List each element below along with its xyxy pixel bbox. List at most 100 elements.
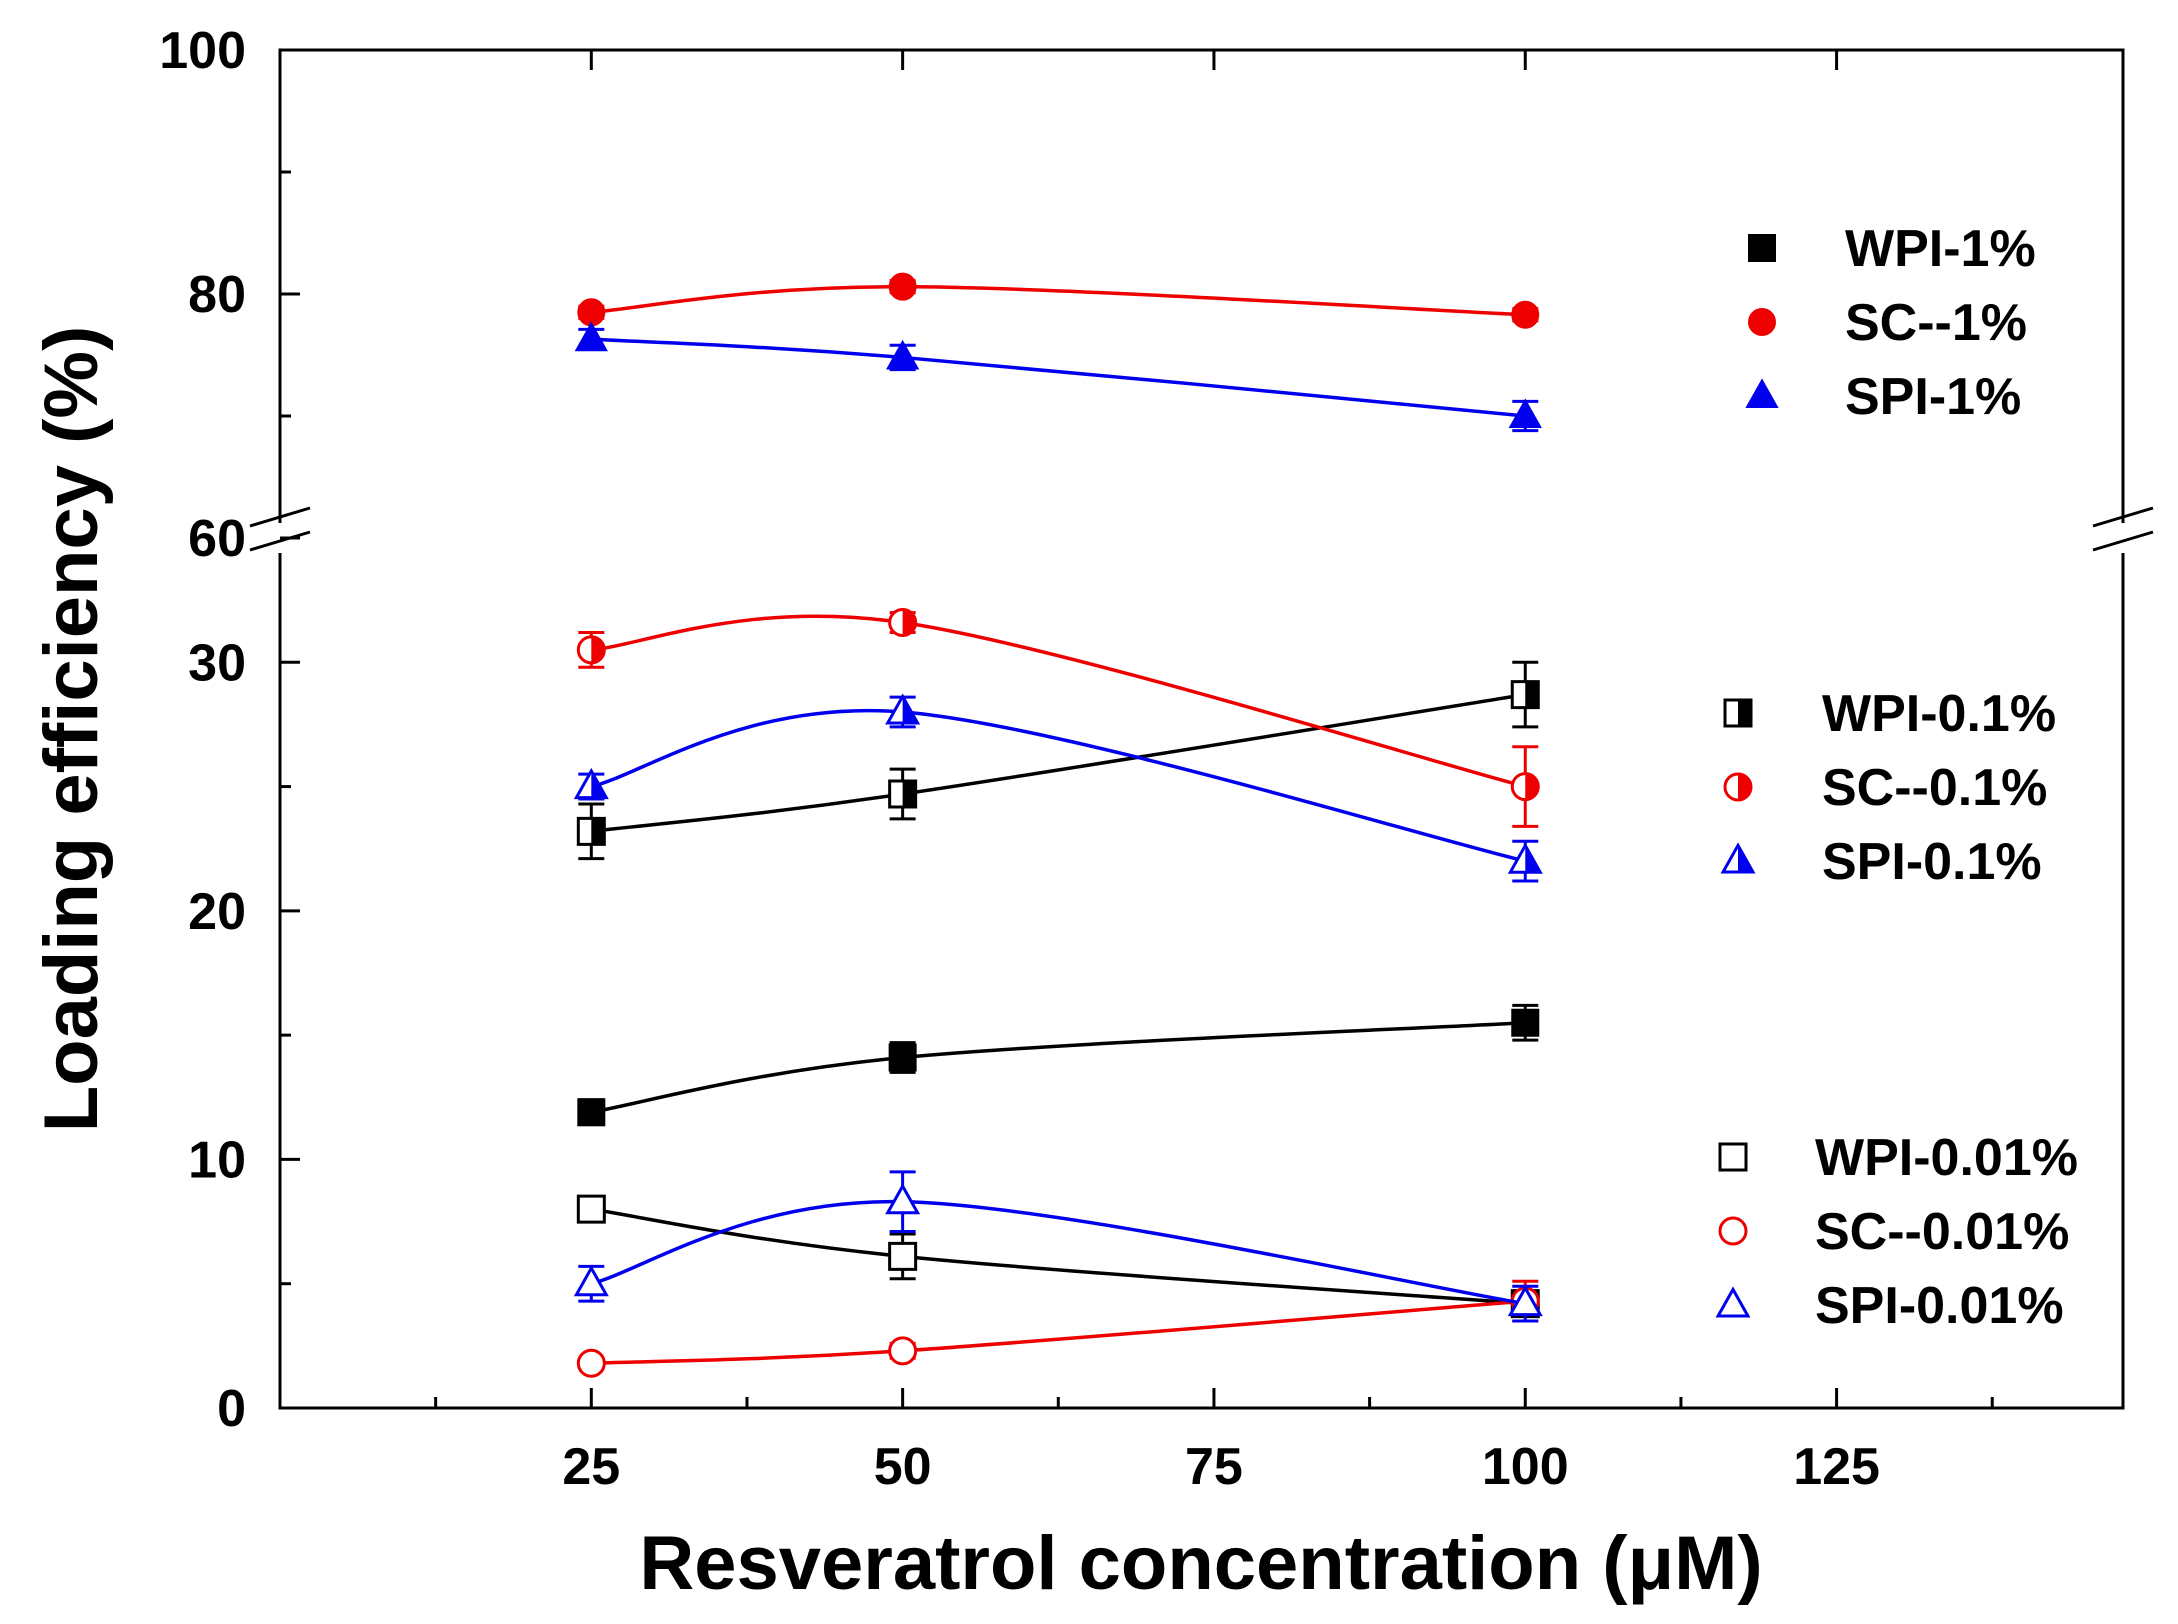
- x-tick-label: 125: [1793, 1438, 1880, 1496]
- data-point: [888, 779, 918, 809]
- marker-half-fill: [902, 609, 916, 636]
- marker-body: [1748, 308, 1777, 336]
- data-point: [576, 1348, 606, 1378]
- marker-body: [1718, 1216, 1748, 1246]
- legend-label: SPI-0.01%: [1815, 1277, 2064, 1335]
- marker-body: [574, 321, 608, 352]
- marker-body: [888, 1043, 917, 1072]
- data-point: [1507, 1284, 1543, 1317]
- data-point: [888, 1241, 918, 1271]
- data-point: [888, 608, 918, 638]
- marker-half-fill: [591, 636, 605, 663]
- data-point: [1508, 398, 1542, 429]
- x-axis-ticks: 25 50 75 100 125: [434, 50, 1994, 1496]
- series-spi-0-1: [573, 693, 1543, 883]
- legend-label: SC--0.1%: [1822, 759, 2047, 817]
- legend-entry-sc-0-01: SC--0.01%: [1718, 1203, 2069, 1261]
- series-line: [590, 1199, 1526, 1306]
- series-sc-0-01: [576, 1279, 1540, 1378]
- legend-entry-wpi-0-01: WPI-0.01%: [1718, 1129, 2078, 1187]
- y-tick-label: 20: [188, 883, 246, 941]
- x-tick-label: 75: [1185, 1438, 1243, 1496]
- marker-body: [885, 1183, 921, 1215]
- marker-half-fill: [1738, 845, 1753, 873]
- y-axis-ticks: 0 10 20 30 60 80 100: [159, 22, 300, 1438]
- legend-marker: [1748, 308, 1777, 336]
- legend-marker: [1715, 1286, 1751, 1318]
- legend-entry-wpi-1: WPI-1%: [1748, 220, 2036, 278]
- marker-body: [885, 339, 920, 370]
- data-point: [888, 1043, 917, 1072]
- y-tick-label: 60: [188, 510, 246, 568]
- marker-half-fill: [591, 770, 607, 798]
- legend-entry-sc-0-1: SC--0.1%: [1723, 759, 2047, 817]
- y-tick-label: 30: [188, 634, 246, 692]
- y-tick-label: 0: [217, 1380, 246, 1438]
- right-break-mark-upper: [2092, 506, 2154, 528]
- legend-marker: [1718, 1142, 1748, 1172]
- series-wpi-0-01: [576, 1194, 1540, 1319]
- series-line: [591, 692, 1526, 834]
- x-tick-label: 25: [562, 1438, 620, 1496]
- y-tick-label: 100: [159, 22, 246, 80]
- legend-label: SC--1%: [1845, 294, 2027, 352]
- legend-label: WPI-0.01%: [1815, 1129, 2078, 1187]
- left-break-mark-upper: [249, 506, 311, 528]
- series-wpi-0-1: [576, 660, 1540, 861]
- legend-label: SC--0.01%: [1815, 1203, 2069, 1261]
- data-point: [1510, 772, 1540, 802]
- series-line: [591, 1020, 1526, 1114]
- data-point: [1511, 1008, 1540, 1037]
- legend-marker: [1745, 378, 1779, 409]
- legend-marker: [1723, 772, 1753, 802]
- legend-entry-spi-1: SPI-1%: [1745, 368, 2021, 426]
- data-point: [576, 1194, 606, 1224]
- marker-body: [577, 1098, 606, 1127]
- marker-body: [888, 272, 917, 301]
- legend-marker: [1720, 842, 1756, 874]
- marker-body: [577, 298, 606, 327]
- data-point: [888, 272, 917, 301]
- series-sc-0-1: [576, 608, 1540, 828]
- data-point: [885, 1183, 921, 1215]
- y-tick-label: 80: [188, 266, 246, 324]
- data-point: [576, 816, 606, 846]
- x-axis-label: Resveratrol concentration (μM): [639, 1521, 1762, 1606]
- marker-body: [1508, 398, 1542, 429]
- series-spi-1: [574, 321, 1542, 433]
- data-point: [576, 635, 606, 665]
- marker-body: [1745, 378, 1779, 409]
- legend-entry-spi-0-1: SPI-0.1%: [1720, 833, 2042, 891]
- marker-half-fill: [1525, 681, 1539, 708]
- data-point: [885, 339, 920, 370]
- data-point: [888, 1336, 918, 1366]
- series-line: [591, 1299, 1526, 1366]
- data-point: [885, 693, 921, 725]
- plot-frame: [278, 48, 2125, 1410]
- right-break-mark-lower: [2092, 530, 2154, 552]
- marker-half-fill: [591, 818, 605, 845]
- legend-group-bottom-right: WPI-0.01% SC--0.01% SPI-0.01%: [1715, 1129, 2078, 1335]
- series-line: [590, 708, 1526, 863]
- marker-half-fill: [1525, 773, 1539, 800]
- marker-body: [1715, 1286, 1751, 1318]
- legend-group-top-right: WPI-1% SC--1% SPI-1%: [1745, 220, 2036, 426]
- marker-body: [1507, 1284, 1543, 1317]
- marker-body: [888, 1241, 918, 1271]
- legend-label: WPI-0.1%: [1822, 685, 2056, 743]
- series-spi-0-01: [573, 1170, 1543, 1323]
- legend-marker: [1718, 1216, 1748, 1246]
- series-layer: [573, 272, 1543, 1378]
- axis-break: [249, 506, 2154, 553]
- legend-label: SPI-0.1%: [1822, 833, 2042, 891]
- x-tick-label: 100: [1482, 1438, 1569, 1496]
- data-point: [573, 767, 609, 800]
- data-point: [1511, 300, 1540, 329]
- marker-body: [888, 1336, 918, 1366]
- legend-group-middle-right: WPI-0.1% SC--0.1% SPI-0.1%: [1720, 685, 2056, 891]
- axes: [278, 48, 2125, 1410]
- series-line: [591, 337, 1526, 418]
- marker-body: [576, 1348, 606, 1378]
- data-point: [577, 1098, 606, 1127]
- legend-entry-sc-1: SC--1%: [1748, 294, 2027, 352]
